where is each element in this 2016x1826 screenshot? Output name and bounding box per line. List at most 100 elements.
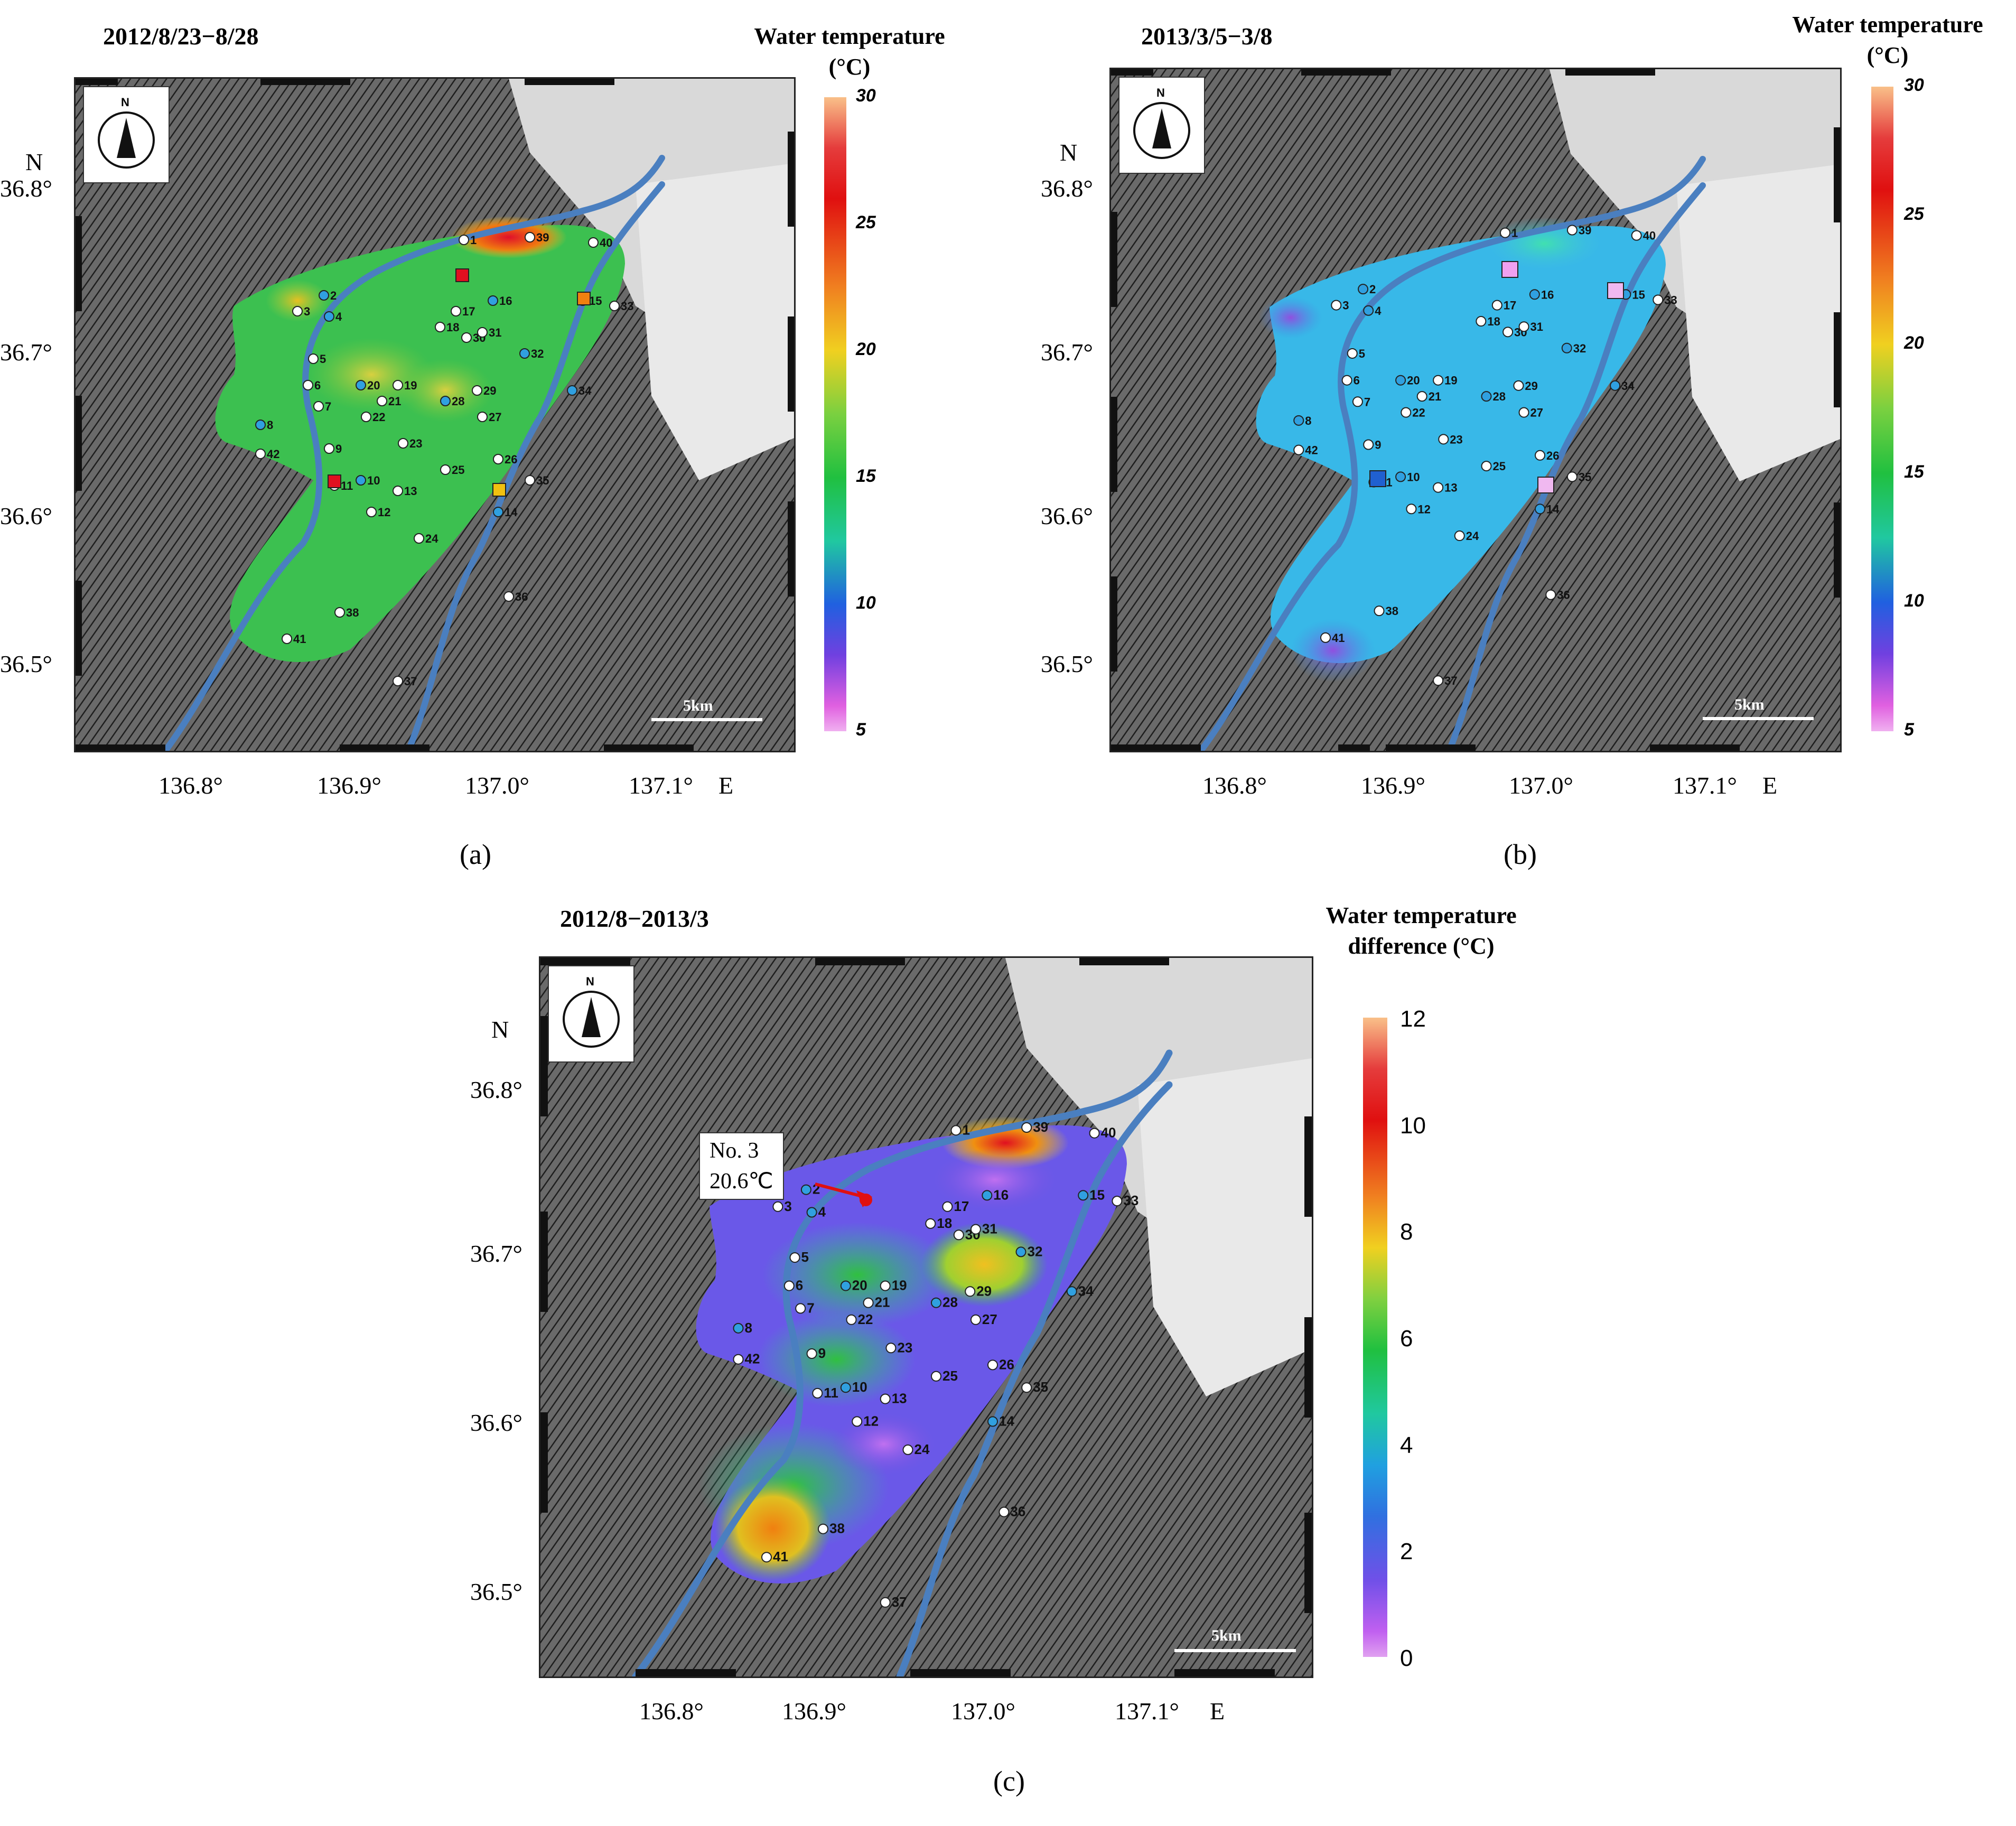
- station-number: 12: [378, 506, 390, 519]
- station-marker: [1481, 391, 1492, 402]
- station-number: 6: [796, 1278, 803, 1293]
- station-number: 31: [489, 326, 501, 339]
- station-number: 29: [483, 384, 496, 397]
- station-number: 3: [304, 305, 310, 318]
- station-number: 3: [784, 1198, 791, 1214]
- station-marker: [733, 1354, 744, 1365]
- river-west: [1198, 156, 1706, 751]
- panel-a-north-label: N: [25, 148, 43, 175]
- station-marker: [1438, 434, 1449, 445]
- panel-a-lon-4: 137.1°: [629, 772, 693, 799]
- station-marker: [1320, 632, 1331, 643]
- station-number: 22: [858, 1311, 873, 1327]
- river-east: [405, 181, 665, 751]
- station-marker: [950, 1125, 962, 1136]
- station-marker: [840, 1382, 851, 1393]
- station-marker: [1476, 316, 1487, 327]
- panel-c-lon-1: 136.8°: [639, 1698, 704, 1725]
- station-marker: [255, 449, 266, 459]
- station-marker: [308, 353, 319, 364]
- station-number: 20: [367, 379, 380, 392]
- panel-a-lat-2: 36.7°: [0, 339, 52, 366]
- sea-deep: [1676, 164, 1840, 481]
- station-marker: [840, 1280, 851, 1291]
- river-east: [1446, 182, 1706, 751]
- panel-b-colorbar: [1871, 87, 1893, 731]
- station-number: 8: [745, 1320, 752, 1336]
- station-number: 5: [1359, 347, 1365, 360]
- compass-n-label: N: [586, 975, 594, 988]
- station-marker: [588, 237, 599, 248]
- panel-b-lon-1: 136.8°: [1202, 772, 1267, 799]
- station-marker: [1518, 407, 1529, 418]
- station-marker: [902, 1444, 913, 1455]
- callout-line2: 20.6℃: [710, 1169, 773, 1194]
- station-marker: [783, 1280, 795, 1291]
- station-number: 26: [505, 453, 517, 466]
- panel-a-scale-label: 5km: [683, 697, 713, 714]
- warm-patch-27: [921, 1222, 1048, 1307]
- station-number: 26: [1546, 449, 1559, 462]
- station-marker: [1518, 321, 1529, 332]
- colorbar-tick-label: 10: [856, 593, 876, 613]
- station-11-square: [1369, 470, 1386, 487]
- station-number: 31: [982, 1221, 997, 1237]
- panel-a-letter: (a): [460, 839, 491, 870]
- station-number: 40: [1101, 1125, 1116, 1141]
- station-marker: [925, 1218, 936, 1229]
- panel-c-lon-4: 137.1°: [1115, 1698, 1179, 1725]
- station-number: 17: [1504, 299, 1516, 312]
- station-number: 23: [897, 1339, 912, 1355]
- panel-c-map: 1 2 3 4 5 6 7 8 9 10 11 12 13 14 15 16 17 18 19 20 21 22 23 24 2…: [539, 956, 1313, 1678]
- panel-a-stations: 123 4567891011121314151617181920212223242…: [255, 231, 633, 688]
- station-marker: [1561, 342, 1572, 353]
- panel-b-east-label: E: [1762, 772, 1778, 799]
- station-marker: [255, 420, 266, 430]
- panel-c-map-svg: 123 4567891011121314151617181920212223242…: [540, 958, 1312, 1676]
- station-marker: [795, 1303, 806, 1314]
- panel-c-colorbar: [1363, 1018, 1387, 1657]
- panel-c-stations: 123 4567891011121314151617181920212223242…: [733, 1119, 1138, 1610]
- colorbar-tick-label: 10: [1904, 591, 1924, 611]
- station-number: 8: [1305, 414, 1311, 427]
- scale-bar: [1703, 717, 1814, 720]
- station-number: 41: [293, 632, 306, 646]
- station-marker: [472, 385, 482, 396]
- station-marker: [1021, 1122, 1032, 1133]
- station-number: 23: [1450, 433, 1462, 446]
- station-number: 1: [470, 234, 477, 247]
- station-marker: [393, 380, 403, 390]
- station-number: 32: [1028, 1243, 1043, 1259]
- station-marker: [377, 396, 387, 406]
- station-1-square: [1501, 261, 1518, 278]
- panel-b-lon-4: 137.1°: [1673, 772, 1737, 799]
- station-number: 37: [1444, 674, 1457, 687]
- station-number: 32: [1573, 342, 1586, 355]
- station-number: 9: [1375, 439, 1381, 452]
- colorbar-tick-label: 0: [1400, 1645, 1413, 1671]
- station-35-square: [1537, 477, 1554, 493]
- station-marker: [800, 1184, 811, 1195]
- station-number: 36: [1557, 589, 1570, 602]
- station-marker: [1433, 482, 1444, 493]
- station-number: 17: [462, 305, 475, 318]
- panel-c-lat-3: 36.6°: [470, 1409, 522, 1436]
- station-marker: [525, 475, 535, 486]
- colorbar-tick-label: 30: [856, 86, 876, 106]
- station-marker: [459, 235, 469, 245]
- station-marker: [970, 1224, 981, 1235]
- station-marker: [303, 380, 313, 390]
- station-marker: [789, 1252, 800, 1263]
- station-marker: [334, 607, 345, 618]
- panel-c-legend-title-line1: Water temperature: [1326, 902, 1517, 928]
- station-marker: [970, 1314, 981, 1325]
- station-number: 22: [1412, 406, 1425, 420]
- station-marker: [931, 1297, 941, 1308]
- station-number: 38: [346, 606, 359, 619]
- station-number: 29: [1525, 379, 1537, 393]
- panel-a-legend-title-line1: Water temperature: [754, 23, 945, 49]
- panel-b-stations: 1234567891011121314151617181920212223242…: [1293, 224, 1677, 687]
- station-number: 7: [1364, 395, 1370, 408]
- green-patch-central: [762, 1222, 953, 1328]
- panel-b-lon-2: 136.9°: [1361, 772, 1425, 799]
